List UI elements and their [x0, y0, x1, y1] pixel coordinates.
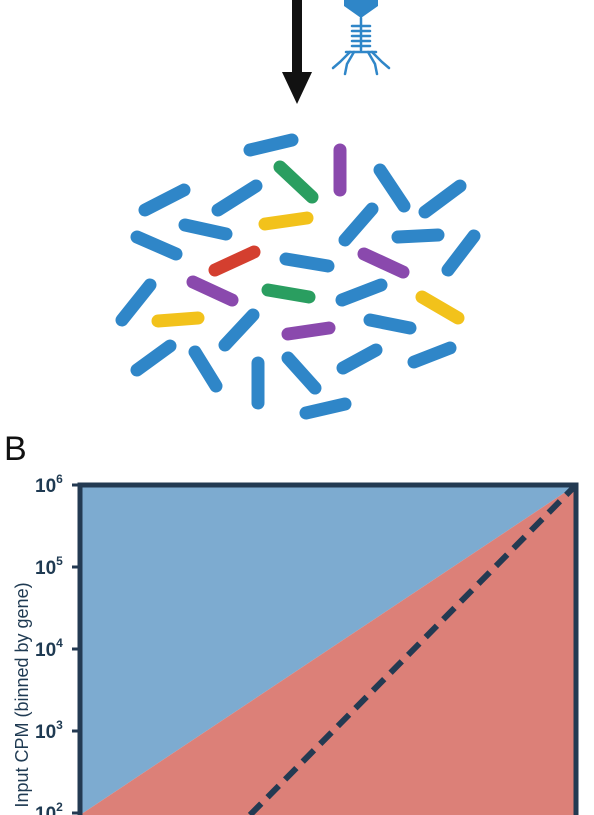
bacterium-icon [218, 308, 260, 352]
bacterium-icon [273, 160, 319, 204]
bacterium-icon [299, 397, 352, 420]
lower-region [80, 485, 576, 815]
bacterium-icon [357, 247, 410, 279]
bacterium-icon [208, 245, 261, 277]
bacterium-icon [130, 339, 177, 377]
bacterium-icon [130, 230, 183, 261]
bacterium-icon [281, 351, 322, 395]
y-axis-title: Input CPM (binned by gene) [12, 582, 32, 807]
bacterium-icon [418, 179, 467, 219]
bacterium-icon [391, 228, 445, 244]
y-tick-label: 106 [35, 472, 63, 497]
bacterium-icon [373, 163, 411, 213]
bacterium-icon [186, 275, 239, 307]
bacterium-icon [211, 179, 263, 217]
bacterium-icon [178, 218, 233, 241]
bacterium-icon [115, 278, 157, 327]
bacterium-icon [138, 183, 191, 217]
bacterium-icon [188, 345, 223, 393]
bacterium-icon [363, 313, 417, 335]
y-tick-label: 104 [35, 636, 63, 661]
bacterium-icon [261, 283, 316, 304]
bacteriophage-icon [331, 0, 391, 76]
y-axis-ticks: 106 105 104 103 102 [35, 472, 80, 815]
bacterium-icon [441, 229, 481, 277]
bacterium-icon [258, 211, 314, 231]
bacterium-icon [279, 252, 335, 273]
diagonal-dashed-line [247, 482, 579, 815]
panel-label: B [4, 430, 27, 468]
y-tick-label: 102 [35, 800, 63, 815]
bacterium-icon [336, 343, 383, 375]
bacterium-icon [407, 341, 457, 369]
y-tick-label: 103 [35, 718, 63, 743]
y-tick-label: 105 [35, 554, 63, 579]
bacterium-icon [338, 202, 379, 247]
bacteria-cluster [115, 133, 481, 420]
down-arrow-icon [282, 0, 312, 104]
bacterium-icon [335, 278, 388, 307]
bacterium-icon [415, 290, 465, 325]
bacterium-icon [281, 321, 336, 341]
chart: 106 105 104 103 102 Input CPM (binned by gen… [12, 472, 579, 815]
bacterium-icon [151, 311, 205, 328]
bacterium-icon [243, 133, 299, 157]
